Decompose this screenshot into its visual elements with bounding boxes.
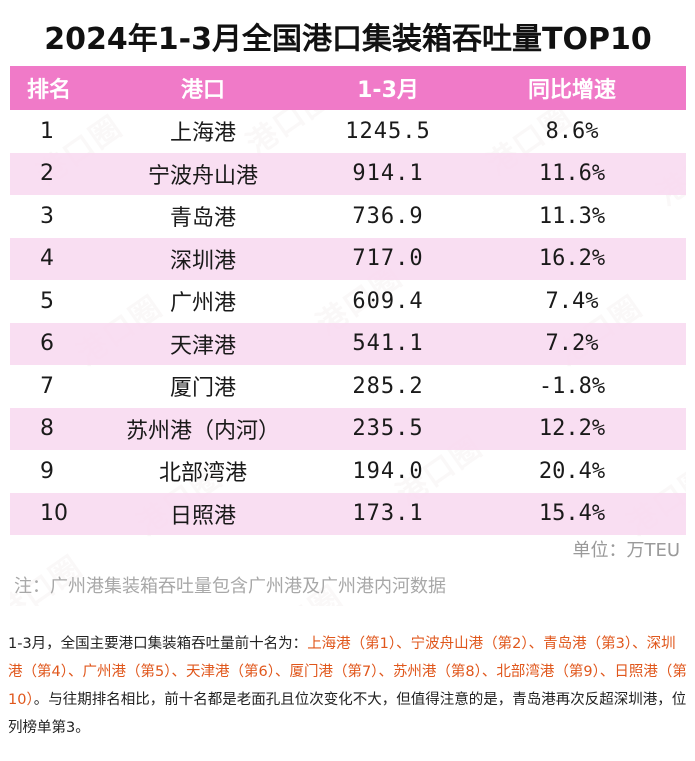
header-rank: 排名 [10, 66, 88, 110]
rank-cell: 9 [40, 458, 54, 484]
ranked-port-highlight: 深圳港（第4） [8, 636, 676, 680]
port-ranking-table: 排名 港口 1-3月 同比增速 1 上海港 1245.5 8.6% 2 宁波舟山港 914.… [10, 66, 686, 535]
ranked-port-highlight: 宁波舟山港（第2） [410, 636, 529, 652]
unit-label: 单位：万TEU [572, 540, 680, 561]
ranked-port-highlight: 北部湾港（第9） [496, 664, 600, 680]
growth-cell: 7.4% [545, 288, 599, 314]
growth-cell: 12.2% [458, 407, 686, 450]
volume-cell: 235.5 [318, 407, 458, 450]
growth-cell: 20.4% [538, 458, 606, 484]
growth-cell: 8.6% [545, 118, 599, 144]
table-header-row: 排名 港口 1-3月 同比增速 [10, 66, 686, 110]
paragraph-separator: 、 [481, 664, 497, 680]
volume-cell: 914.1 [318, 152, 458, 195]
table-row: 10 日照港 173.1 15.4% [10, 492, 686, 535]
table-row: 7 厦门港 285.2 -1.8% [10, 365, 686, 408]
table-row: 9 北部湾港 194.0 20.4% [10, 450, 686, 493]
paragraph-separator: 、 [171, 664, 186, 680]
growth-cell: 16.2% [458, 237, 686, 280]
infographic-title: 2024年1-3月全国港口集装箱吞吐量TOP10 [44, 22, 652, 57]
paragraph-intro: 1-3月，全国主要港口集装箱吞吐量前十名为： [8, 636, 308, 652]
paragraph-separator: 、 [274, 664, 290, 680]
paragraph-conclusion: 。与往期排名相比，前十名都是老面孔且位次变化不大，但值得注意的是，青岛港再次反超… [8, 692, 687, 736]
growth-cell: 15.4% [458, 492, 686, 535]
paragraph-separator: 、 [528, 636, 544, 652]
port-name-cell: 厦门港 [169, 376, 236, 402]
volume-cell: 285.2 [352, 373, 424, 399]
port-name-cell: 广州港 [169, 291, 236, 317]
ranked-port-highlight: 日照港（第10） [8, 664, 687, 708]
port-name-cell: 苏州港（内河） [88, 407, 318, 450]
volume-cell: 1245.5 [345, 118, 431, 144]
ranked-port-highlight: 天津港（第6） [185, 664, 275, 680]
paragraph-separator: 、 [396, 636, 411, 652]
rank-cell: 2 [10, 152, 88, 195]
rank-cell: 4 [10, 237, 88, 280]
header-port: 港口 [88, 66, 318, 110]
paragraph-separator: 、 [632, 636, 647, 652]
rank-cell: 5 [40, 288, 54, 314]
growth-cell: 11.6% [458, 152, 686, 195]
ranked-port-highlight: 苏州港（第8） [392, 664, 482, 680]
volume-cell: 609.4 [352, 288, 424, 314]
volume-cell: 541.1 [318, 322, 458, 365]
rank-cell: 8 [10, 407, 88, 450]
growth-cell: 7.2% [458, 322, 686, 365]
growth-cell: 11.3% [538, 203, 606, 229]
rank-cell: 1 [40, 118, 54, 144]
table-row: 2 宁波舟山港 914.1 11.6% [10, 152, 686, 195]
table-row: 4 深圳港 717.0 16.2% [10, 237, 686, 280]
ranked-port-highlight: 厦门港（第7） [289, 664, 379, 680]
table-row: 6 天津港 541.1 7.2% [10, 322, 686, 365]
header-growth: 同比增速 [458, 66, 686, 110]
port-name-cell: 青岛港 [169, 206, 236, 232]
table-row: 1 上海港 1245.5 8.6% [10, 110, 686, 153]
volume-cell: 173.1 [318, 492, 458, 535]
rank-cell: 7 [40, 373, 54, 399]
summary-paragraph: 1-3月，全国主要港口集装箱吞吐量前十名为：上海港（第1）、宁波舟山港（第2）、… [8, 630, 688, 742]
rank-cell: 10 [10, 492, 88, 535]
paragraph-separator: 、 [378, 664, 393, 680]
port-name-cell: 日照港 [88, 492, 318, 535]
volume-cell: 194.0 [352, 458, 424, 484]
volume-cell: 736.9 [352, 203, 424, 229]
port-name-cell: 天津港 [88, 322, 318, 365]
ranked-port-highlight: 青岛港（第3） [543, 636, 633, 652]
table-row: 3 青岛港 736.9 11.3% [10, 195, 686, 238]
footnote: 注：广州港集装箱吞吐量包含广州港及广州港内河数据 [14, 576, 446, 597]
port-name-cell: 上海港 [169, 121, 236, 147]
volume-cell: 717.0 [318, 237, 458, 280]
table-row: 8 苏州港（内河） 235.5 12.2% [10, 407, 686, 450]
port-name-cell: 北部湾港 [158, 461, 247, 487]
ranked-port-highlight: 广州港（第5） [82, 664, 172, 680]
paragraph-separator: 、 [599, 664, 615, 680]
header-volume: 1-3月 [318, 66, 458, 110]
table-row: 5 广州港 609.4 7.4% [10, 280, 686, 323]
growth-cell: -1.8% [538, 373, 606, 399]
port-name-cell: 深圳港 [88, 237, 318, 280]
rank-cell: 3 [40, 203, 54, 229]
rank-cell: 6 [10, 322, 88, 365]
ranked-port-highlight: 上海港（第1） [307, 636, 397, 652]
infographic-card: 港口圈港口圈港口圈港口圈港口圈港口圈港口圈港口圈港口圈港口圈港口圈港口圈 202… [10, 6, 686, 606]
port-name-cell: 宁波舟山港 [88, 152, 318, 195]
paragraph-separator: 、 [67, 664, 83, 680]
